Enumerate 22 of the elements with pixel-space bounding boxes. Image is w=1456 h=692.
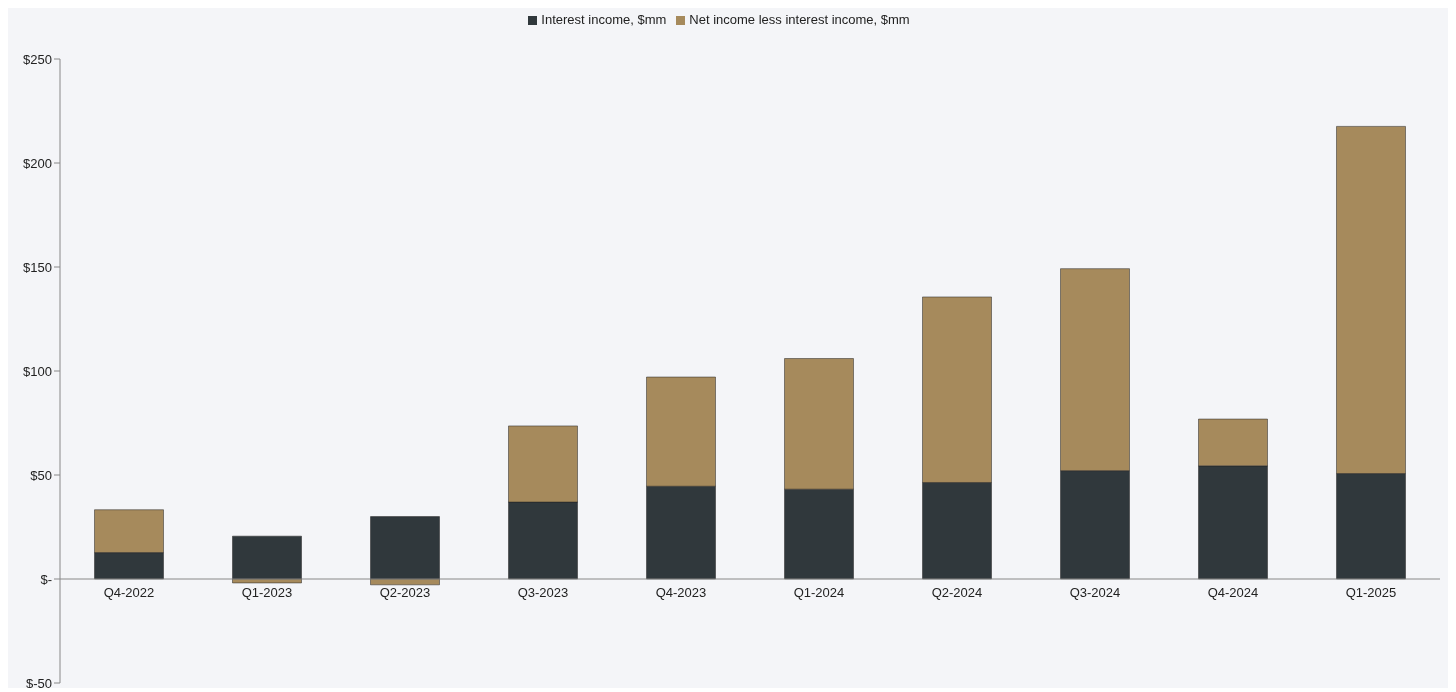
y-tick-label: $200 — [23, 155, 52, 171]
bar — [232, 535, 302, 580]
bar — [232, 578, 302, 584]
x-tick-label: Q4-2023 — [655, 584, 707, 600]
y-tick-label: $250 — [23, 51, 52, 67]
x-tick-label: Q2-2024 — [931, 584, 983, 600]
legend-label: Net income less interest income, $mm — [689, 12, 910, 27]
x-tick-label: Q3-2023 — [517, 584, 569, 600]
bar — [370, 516, 440, 580]
x-tick-label: Q2-2023 — [379, 584, 431, 600]
y-tick-label: $50 — [30, 467, 52, 483]
legend-label: Interest income, $mm — [541, 12, 667, 27]
x-tick-label: Q4-2022 — [103, 584, 155, 600]
y-tick-label: $-50 — [25, 675, 52, 691]
x-tick-label: Q3-2024 — [1069, 584, 1121, 600]
x-tick-label: Q1-2023 — [241, 584, 293, 600]
x-tick-label: Q1-2025 — [1345, 584, 1397, 600]
x-tick-label: Q4-2024 — [1207, 584, 1259, 600]
y-tick-label: $150 — [23, 259, 52, 275]
y-tick-label: $- — [40, 571, 52, 587]
y-tick-label: $100 — [23, 363, 52, 379]
x-tick-label: Q1-2024 — [793, 584, 845, 600]
